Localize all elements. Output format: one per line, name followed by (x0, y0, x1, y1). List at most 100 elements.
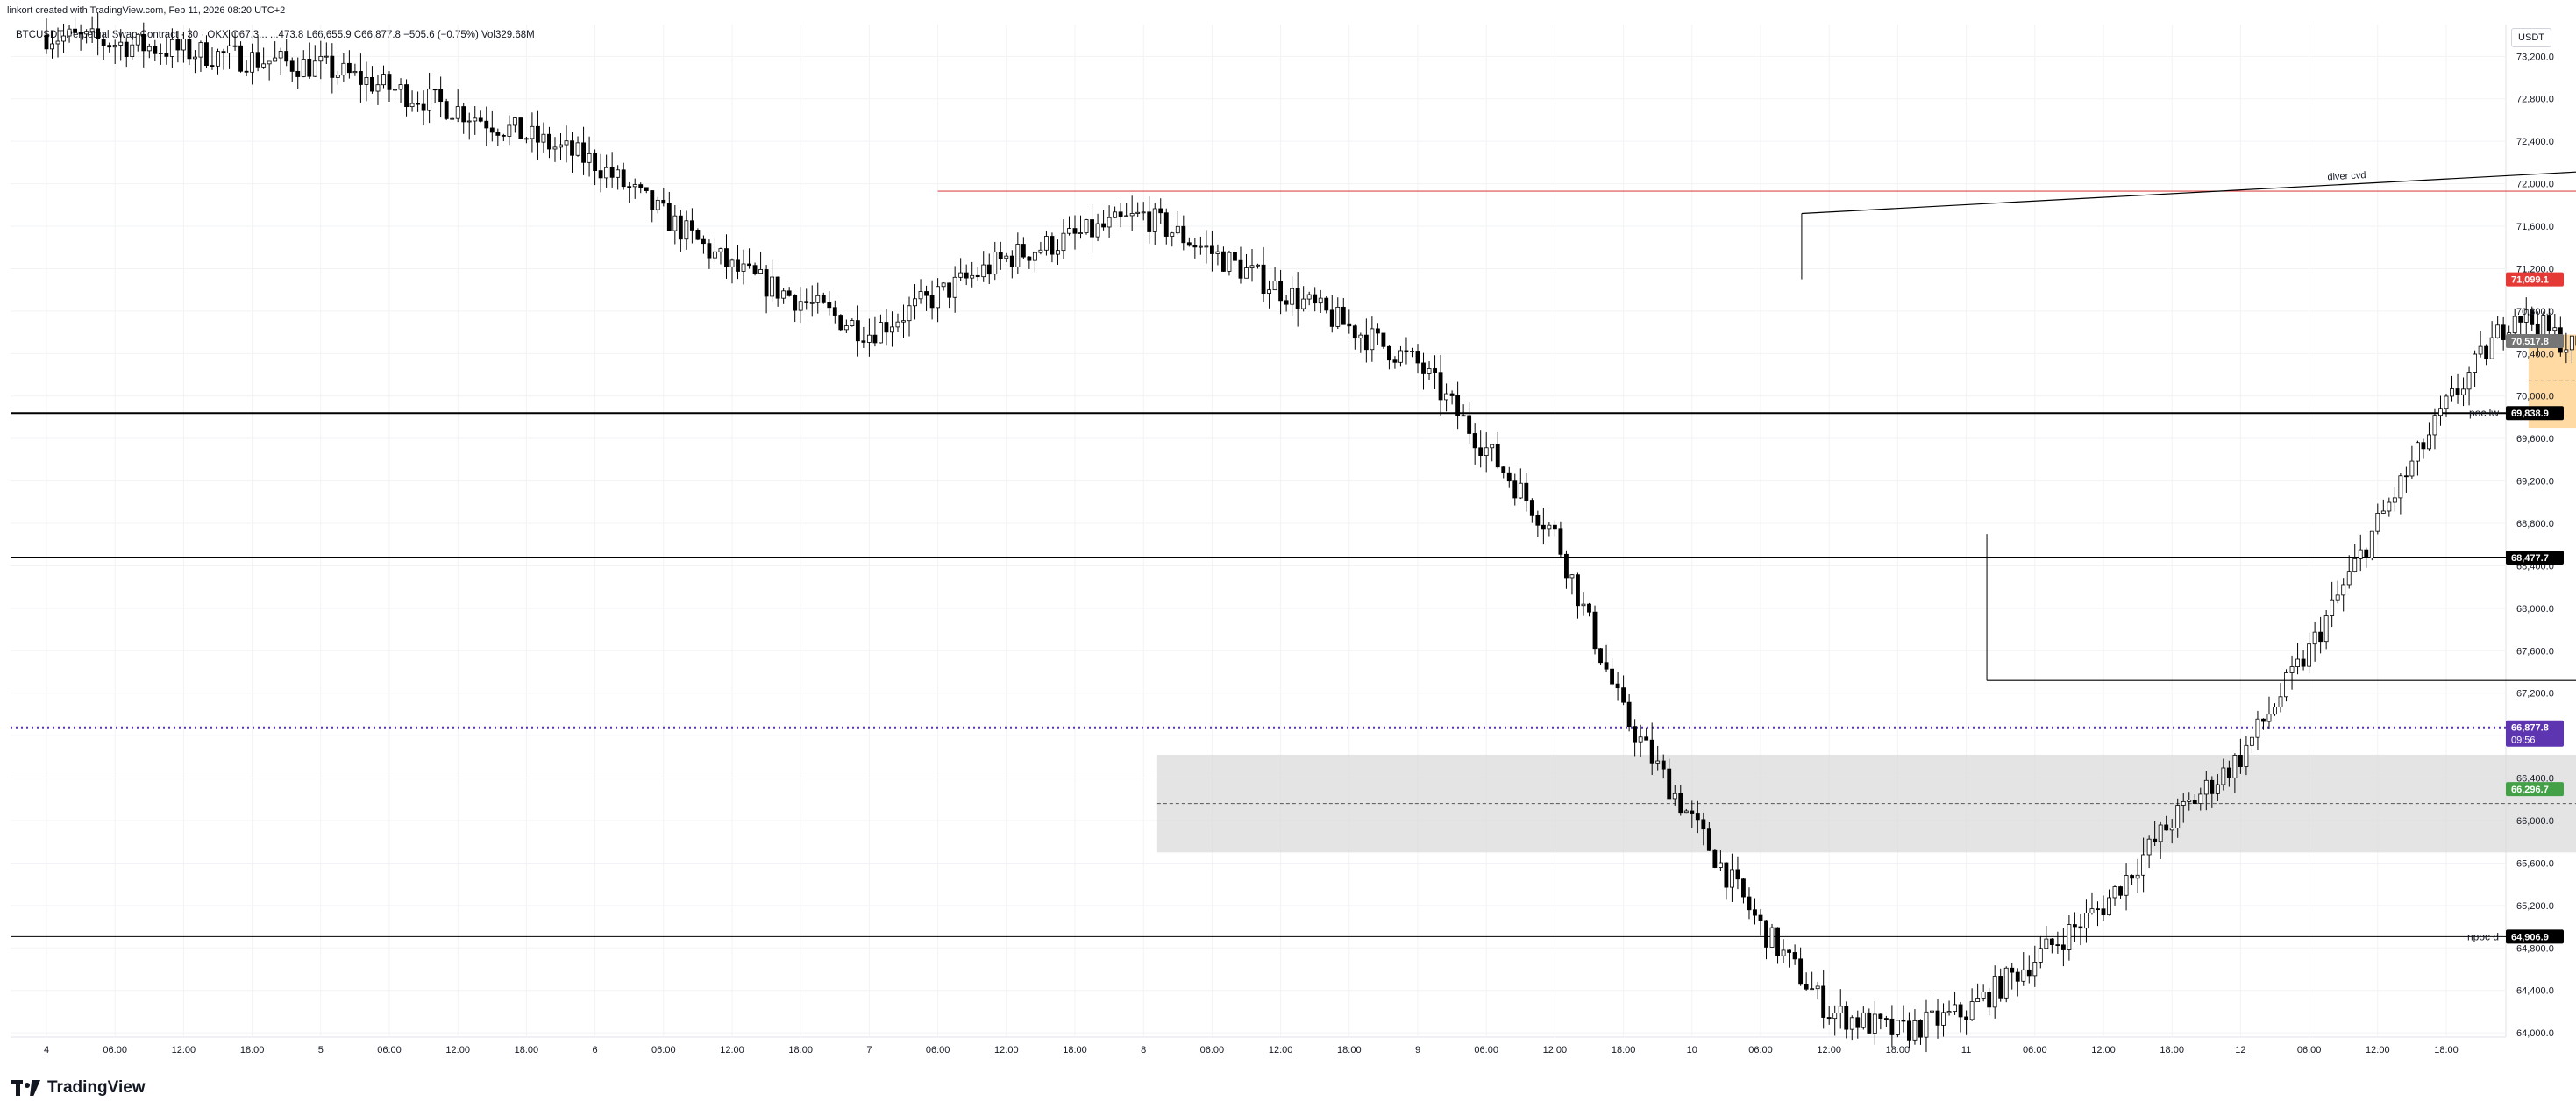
candle (2049, 938, 2054, 954)
candle (1170, 231, 1175, 247)
candle (2409, 445, 2415, 479)
candle-body (707, 243, 712, 259)
candle (975, 267, 980, 281)
candle-body (1021, 244, 1026, 258)
candle-body (2096, 908, 2100, 911)
candle (866, 318, 872, 357)
candle (432, 89, 438, 104)
candle-body (1433, 368, 1437, 373)
candle (1490, 444, 1495, 462)
candle (2210, 776, 2215, 808)
candle-body (1781, 949, 1786, 956)
candle-body (2261, 718, 2266, 722)
candle (2181, 793, 2186, 823)
candle-body (684, 220, 689, 240)
candle (678, 210, 683, 252)
candle (559, 133, 563, 160)
candle-body (770, 276, 775, 297)
time-tick-label: 06:00 (377, 1045, 402, 1056)
candle-body (1124, 215, 1129, 217)
candle-body (1535, 515, 1541, 526)
candle-body (564, 140, 569, 146)
time-tick-label: 06:00 (1200, 1045, 1225, 1056)
candle-body (1015, 244, 1021, 267)
candle (1506, 466, 1512, 488)
candle-body (1358, 334, 1363, 339)
candle-body (1678, 793, 1683, 814)
candle (1930, 995, 1934, 1026)
candle (78, 24, 83, 51)
candle-body (89, 28, 95, 32)
candle-body (244, 70, 249, 73)
candle (1056, 239, 1060, 266)
currency-badge[interactable]: USDT (2511, 28, 2551, 47)
candle (724, 234, 729, 279)
tradingview-logo[interactable]: TradingView (11, 1078, 146, 1098)
candle (2530, 306, 2535, 331)
candle (273, 41, 278, 62)
candle-body (1072, 228, 1078, 234)
candle-body (1558, 528, 1563, 555)
candle-body (2153, 838, 2158, 842)
candle-body (1043, 236, 1049, 251)
candle (644, 187, 649, 194)
candle-body (2124, 875, 2129, 896)
time-tick-label: 11 (1961, 1045, 1971, 1056)
candle-body (1215, 251, 1220, 254)
candle-body (61, 35, 66, 42)
candle (986, 253, 992, 285)
candle-body (1370, 328, 1375, 351)
candle (684, 210, 689, 250)
candle (758, 252, 764, 274)
candle-body (501, 135, 506, 137)
candle-body (1615, 683, 1620, 689)
candle (1032, 251, 1037, 273)
candle (1810, 971, 1815, 991)
candle-body (1798, 958, 1804, 985)
price-tick-label: 64,800.0 (2516, 943, 2554, 954)
candle (729, 258, 735, 284)
candle (1221, 246, 1226, 273)
candle (1661, 754, 1666, 779)
candle-body (130, 44, 135, 57)
candle-body (1101, 223, 1107, 228)
candle (501, 133, 506, 142)
candle-body (507, 124, 512, 137)
candle (1729, 853, 1734, 902)
candle (375, 75, 381, 105)
candle (2215, 774, 2220, 802)
candle-body (632, 184, 637, 188)
price-tick-label: 70,800.0 (2516, 307, 2554, 317)
candle-body (330, 55, 335, 78)
price-tick-label: 72,800.0 (2516, 95, 2554, 105)
candle (484, 106, 489, 146)
candle (575, 136, 580, 157)
candle (1706, 821, 1711, 851)
candle (1792, 944, 1797, 965)
candle (193, 50, 197, 74)
candle (1672, 785, 1677, 806)
candle-body (2107, 897, 2111, 916)
candle-body (850, 320, 855, 326)
candle (1249, 249, 1255, 282)
candle (1946, 1000, 1952, 1016)
candle-body (364, 77, 369, 85)
candle (1958, 1002, 1963, 1033)
candle-body (518, 117, 523, 139)
candle (2335, 580, 2340, 604)
candle (2427, 422, 2431, 451)
candle-body (2118, 886, 2123, 896)
candle-body (616, 169, 621, 178)
candle (50, 30, 54, 59)
time-tick-label: 12:00 (2366, 1045, 2390, 1056)
candle (238, 41, 243, 73)
candle (838, 314, 843, 331)
candle-body (661, 199, 666, 204)
candle (821, 292, 826, 304)
candle (261, 47, 267, 69)
candle-body (1867, 1012, 1872, 1034)
candle (158, 43, 163, 65)
candle-body (1638, 736, 1643, 743)
candle (947, 282, 952, 309)
